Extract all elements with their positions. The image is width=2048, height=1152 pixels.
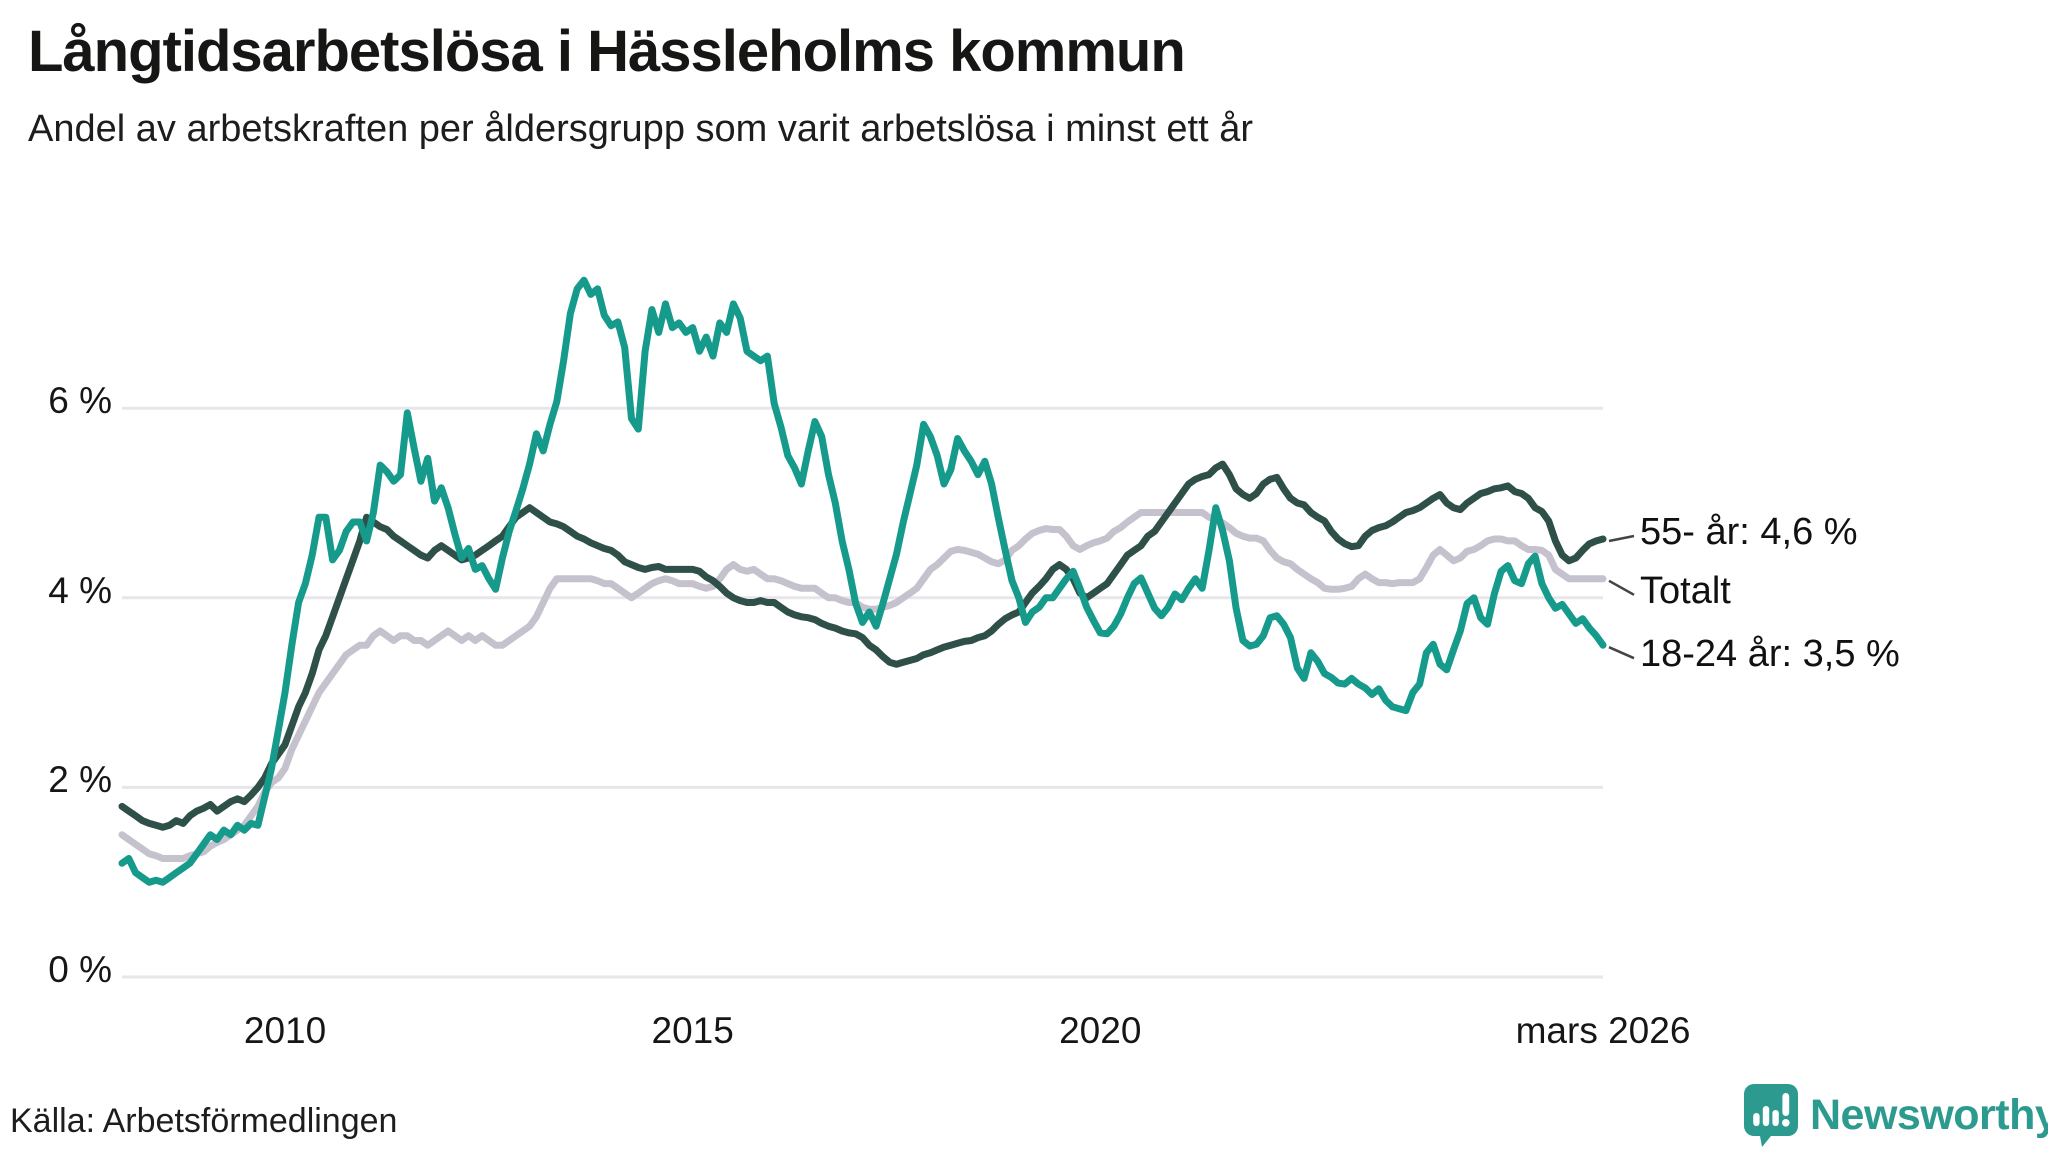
y-tick-label: 0 % — [48, 949, 112, 990]
x-tick-label: 2010 — [243, 1010, 327, 1051]
label-connector — [1608, 646, 1635, 660]
label-connector — [1608, 579, 1635, 596]
x-tick-label: mars 2026 — [1515, 1010, 1691, 1051]
newsworthy-wordmark: Newsworthy — [1810, 1090, 2048, 1139]
series-line-18-24r — [118, 276, 1607, 886]
newsworthy-speech-bubble-bar-chart-icon — [1744, 1084, 1798, 1147]
series-end-label: 55- år: 4,6 % — [1640, 511, 1858, 554]
chart-title: Långtidsarbetslösa i Hässleholms kommun — [28, 19, 1186, 84]
y-tick-label: 4 % — [48, 569, 112, 611]
newsworthy-logo: Newsworthy — [1742, 1082, 2048, 1148]
series-line-Totalt — [118, 509, 1607, 862]
series-line-55-r — [118, 460, 1607, 831]
label-connector — [1608, 534, 1635, 543]
chart-subtitle: Andel av arbetskraften per åldersgrupp s… — [28, 108, 1254, 150]
x-tick-label: 2015 — [651, 1010, 734, 1051]
series-end-label: 18-24 år: 3,5 % — [1640, 633, 1900, 676]
series-end-label: Totalt — [1640, 569, 1731, 612]
y-tick-label: 2 % — [48, 759, 112, 801]
source-note: Källa: Arbetsförmedlingen — [10, 1102, 398, 1140]
x-tick-label: 2020 — [1059, 1010, 1142, 1051]
y-tick-label: 6 % — [48, 380, 112, 422]
